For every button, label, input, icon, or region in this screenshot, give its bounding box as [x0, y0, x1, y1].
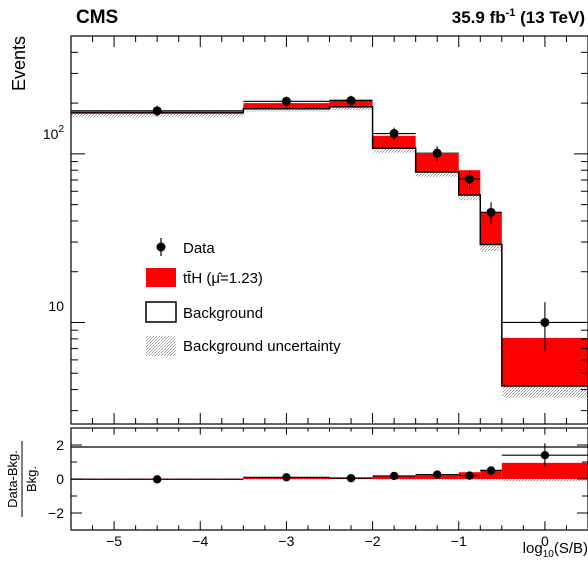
main-panel: 102 10 Events Data tt̄H (μ̂=1.23) Backgr…	[9, 35, 588, 425]
data-point-5	[465, 174, 475, 184]
x-ticklabel-4: −1	[451, 533, 467, 549]
data-points	[71, 95, 588, 351]
data-point-6	[486, 207, 496, 217]
ratio-data-point-2	[346, 473, 356, 483]
tth-bar-3	[372, 135, 416, 149]
ratio-data-point-7	[540, 451, 550, 460]
ratio-axis-ticks: −5 −4 −3 −2 −1 0 −2 0 2	[48, 427, 588, 549]
data-point-3	[389, 129, 399, 139]
legend-entry-tth: tt̄H (μ̂=1.23)	[146, 268, 263, 287]
legend-label-background: Background	[183, 305, 263, 322]
lumi-exponent: -1	[506, 7, 516, 19]
ratio-data-point-5	[465, 471, 474, 480]
x-ticklabel-0: −5	[106, 533, 122, 549]
main-y-ticklabel-10: 10	[48, 298, 64, 314]
data-point-4	[432, 148, 442, 158]
ratio-y-ticklabel-0: −2	[48, 505, 64, 521]
ratio-data-point-4	[433, 470, 442, 479]
tth-bar-6	[480, 212, 502, 245]
data-point-0	[152, 106, 162, 116]
main-y-ticks	[71, 35, 588, 412]
legend-label-data: Data	[183, 240, 215, 257]
main-y-ticklabel-100: 102	[43, 124, 65, 142]
ratio-data-points	[71, 443, 588, 484]
energy-label: (13 TeV)	[515, 8, 585, 27]
tth-bar-4	[415, 153, 459, 173]
data-point-7	[540, 317, 550, 327]
x-ticklabel-1: −4	[192, 533, 208, 549]
data-point-2	[346, 96, 356, 106]
ratio-y-axis-label: Data-Bkg. Bkg.	[5, 441, 39, 517]
experiment-label: CMS	[76, 7, 118, 28]
background-step-line	[71, 106, 588, 424]
background-histogram	[71, 106, 588, 424]
x-ticklabel-2: −3	[278, 533, 294, 549]
x-ticklabel-3: −2	[365, 533, 381, 549]
ratio-data-point-0	[152, 475, 162, 484]
legend-entry-data: Data	[156, 238, 215, 257]
ratio-data-point-6	[486, 466, 496, 475]
ratio-y-label-denominator: Bkg.	[24, 466, 39, 492]
legend-label-background-uncertainty: Background uncertainty	[183, 338, 341, 355]
main-y-axis-label: Events	[9, 36, 29, 91]
legend-entry-background-uncertainty: Background uncertainty	[146, 336, 341, 356]
ratio-y-label-numerator: Data-Bkg.	[5, 450, 20, 508]
luminosity-label: 35.9 fb-1 (13 TeV)	[452, 7, 585, 27]
legend: Data tt̄H (μ̂=1.23) Background Backgroun…	[145, 238, 341, 356]
ratio-data-point-1	[282, 473, 291, 482]
data-point-1	[281, 96, 291, 106]
ratio-data-point-3	[389, 471, 399, 481]
x-ticklabel-5: 0	[541, 533, 549, 549]
x-axis-label: log10(S/B)	[523, 540, 588, 560]
ratio-tth-bars	[71, 462, 588, 479]
lumi-value: 35.9 fb	[452, 8, 506, 27]
main-x-ticks	[70, 36, 588, 424]
ratio-y-ticklabel-2: 2	[56, 437, 64, 453]
legend-label-tth: tt̄H (μ̂=1.23)	[183, 270, 263, 287]
ratio-y-ticklabel-1: 0	[56, 471, 64, 487]
legend-entry-background: Background	[145, 301, 263, 323]
ratio-panel: −5 −4 −3 −2 −1 0 −2 0 2 Data-Bkg. Bkg. log10(S/B…	[5, 427, 588, 560]
ratio-tth-bar-7	[501, 462, 588, 479]
